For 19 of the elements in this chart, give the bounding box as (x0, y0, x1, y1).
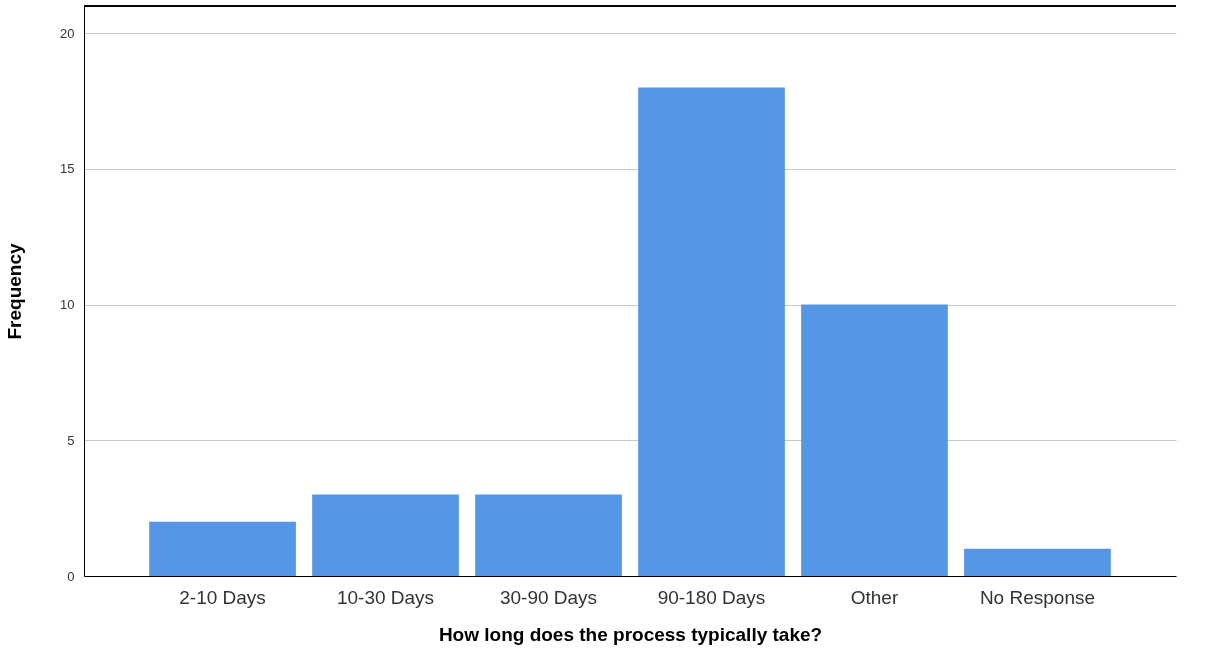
bar (801, 304, 948, 576)
x-tick-label: 90-180 Days (657, 586, 766, 608)
y-tick-label: 15 (60, 161, 75, 177)
y-tick-label: 5 (67, 432, 75, 448)
x-tick-label: 2-10 Days (179, 586, 266, 608)
x-tick-label: Other (850, 586, 899, 608)
y-tick-label: 10 (60, 297, 75, 313)
bar (475, 494, 622, 576)
x-tick-label: 10-30 Days (336, 586, 435, 608)
y-tick-label: 0 (67, 568, 75, 584)
x-tick-label: No Response (979, 586, 1096, 608)
y-tick-label: 20 (60, 25, 75, 41)
y-axis-title: Frequency (4, 243, 26, 340)
bar (149, 521, 296, 576)
bar (312, 494, 459, 576)
bar (964, 548, 1111, 576)
x-tick-label: 30-90 Days (499, 586, 598, 608)
x-axis-title: How long does the process typically take? (438, 623, 823, 645)
bar (638, 87, 785, 576)
